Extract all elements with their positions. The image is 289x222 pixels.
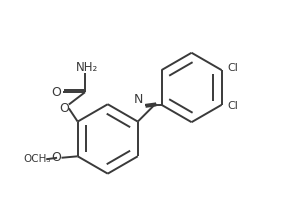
Text: Cl: Cl xyxy=(227,63,238,73)
Text: O: O xyxy=(51,86,62,99)
Text: Cl: Cl xyxy=(227,101,238,111)
Text: O: O xyxy=(51,151,61,164)
Text: NH₂: NH₂ xyxy=(76,61,99,74)
Text: OCH₃: OCH₃ xyxy=(23,154,51,164)
Text: N: N xyxy=(134,93,144,106)
Text: O: O xyxy=(59,102,69,115)
